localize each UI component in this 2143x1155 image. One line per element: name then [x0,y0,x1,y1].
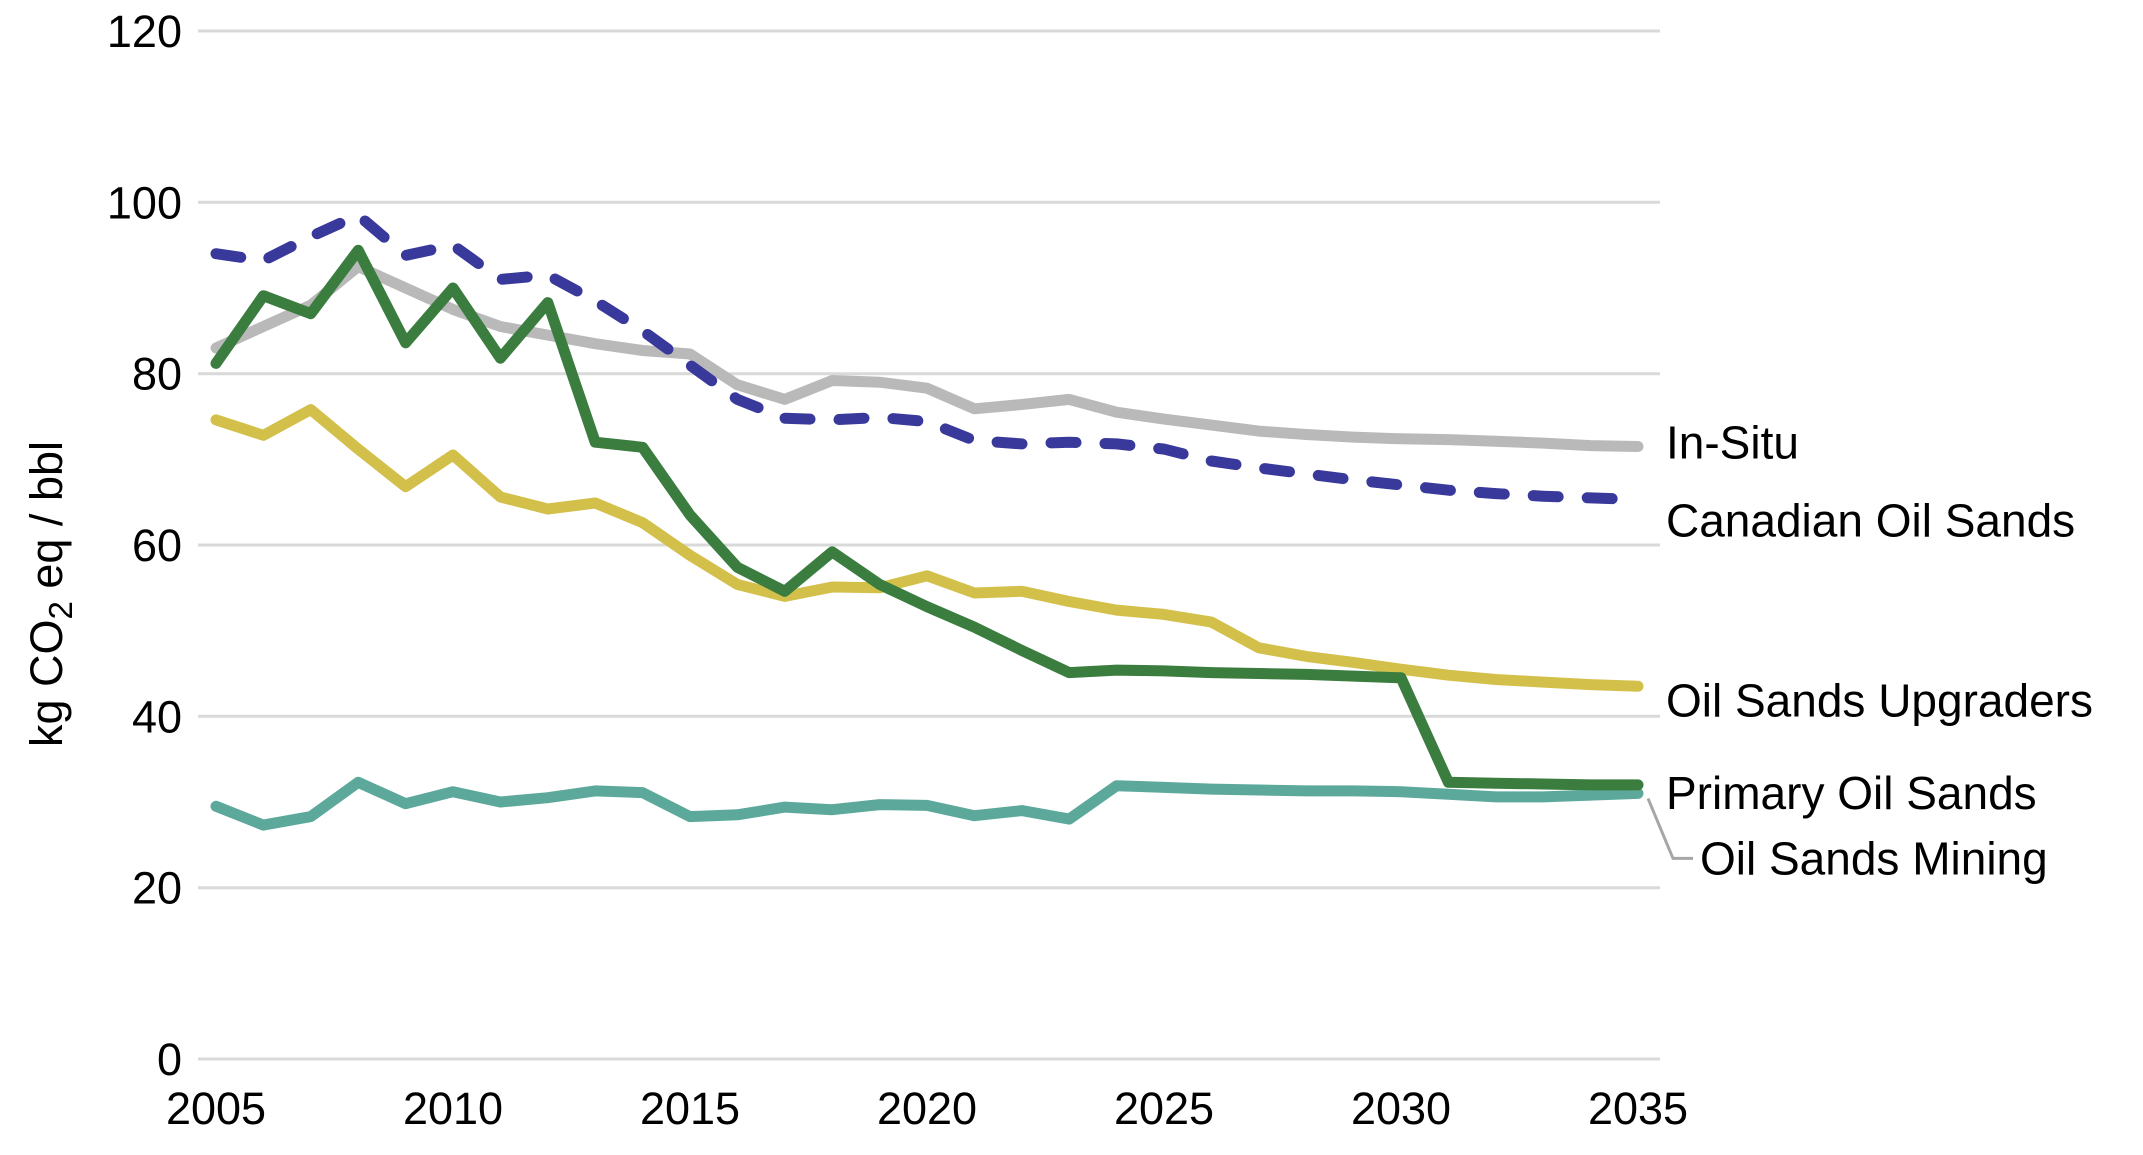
series-line-primary-oil-sands [210,244,1644,791]
x-tick-label-2025: 2025 [1114,1083,1214,1134]
y-tick-label-20: 20 [132,863,182,914]
x-tick-label-2030: 2030 [1351,1083,1451,1134]
y-tick-label-80: 80 [132,349,182,400]
y-tick-label-60: 60 [132,520,182,571]
series-line-oil-sands-mining [210,776,1644,831]
y-axis-title: kg CO2 eq / bbl [21,441,79,747]
series-line-canadian-oil-sands [210,209,1644,506]
y-tick-label-100: 100 [107,177,182,228]
x-tick-label-2020: 2020 [877,1083,977,1134]
series-label-in-situ: In-Situ [1666,417,1799,469]
x-tick-label-2010: 2010 [403,1083,503,1134]
x-tick-label-2035: 2035 [1588,1083,1688,1134]
series-label-primary-oil-sands: Primary Oil Sands [1666,767,2037,819]
series-line-oil-sands-upgraders [210,404,1644,692]
series-label-oil-sands-upgraders: Oil Sands Upgraders [1666,674,2093,726]
y-tick-label-0: 0 [157,1034,182,1085]
series-line-in-situ [210,261,1644,452]
x-tick-label-2005: 2005 [166,1083,266,1134]
y-tick-label-120: 120 [107,6,182,57]
leader-line-oil-sands-mining [1646,797,1693,860]
x-tick-label-2015: 2015 [640,1083,740,1134]
y-tick-label-40: 40 [132,691,182,742]
series-label-canadian-oil-sands: Canadian Oil Sands [1666,495,2075,547]
series-label-oil-sands-mining: Oil Sands Mining [1700,832,2048,884]
